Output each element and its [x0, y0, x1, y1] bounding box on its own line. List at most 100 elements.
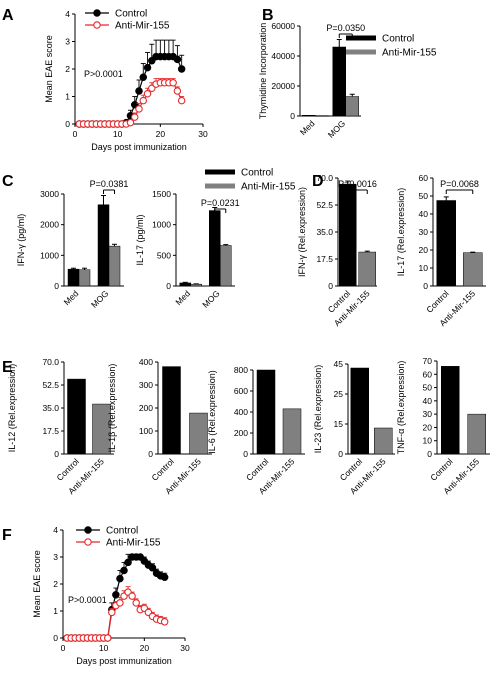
A-x-tick-label: 30: [198, 129, 208, 139]
data-point-anti-mir-155: [160, 618, 169, 626]
D2-y-tick-label: 10: [419, 263, 429, 273]
legend-marker: [93, 9, 101, 17]
bar-control: [350, 367, 369, 455]
data-point-anti-mir-155: [116, 599, 124, 607]
bar-anti-mir-155: [108, 245, 121, 287]
E4-y-tick-label: 15: [334, 419, 344, 429]
D2-y-tick-label: 40: [419, 209, 429, 219]
C2-p-value: P=0.0231: [201, 198, 240, 208]
F-p-value: P>0.0001: [68, 595, 107, 605]
D1-y-tick-label: 17.5: [316, 254, 333, 264]
data-point-anti-mir-155: [132, 599, 140, 607]
legend-label: Control: [115, 9, 147, 20]
data-point-control: [124, 558, 132, 567]
data-point-control: [135, 87, 143, 95]
D1-y-label: IFN-γ (Rel.expression): [297, 187, 307, 277]
C2-category-label: Med: [173, 288, 192, 307]
C1-y-tick-label: 3000: [40, 189, 59, 199]
bar-control: [436, 200, 456, 287]
bar-control: [332, 46, 346, 117]
legend-marker: [93, 21, 101, 29]
panel-label-a: A: [2, 7, 14, 24]
B-y-tick-label: 20000: [271, 81, 295, 91]
B-p-value: P=0.0350: [326, 23, 365, 33]
C1-y-label: IFN-γ (pg/ml): [16, 214, 26, 267]
C2-y-tick-label: 500: [157, 250, 171, 260]
bar-anti-mir-155: [92, 403, 111, 455]
D2-y-tick-label: 20: [419, 245, 429, 255]
E5-y-tick-label: 10: [423, 436, 433, 446]
C1-p-value: P=0.0381: [90, 179, 129, 189]
E5-y-tick-label: 20: [423, 422, 433, 432]
legend-swatch: [205, 183, 235, 189]
bar-anti-mir-155: [463, 252, 483, 287]
A-y-tick-label: 3: [65, 37, 70, 47]
data-point-anti-mir-155: [108, 608, 116, 617]
data-point-control: [173, 55, 182, 64]
F-y-tick-label: 0: [53, 633, 58, 643]
data-point-anti-mir-155: [169, 79, 177, 87]
data-point-anti-mir-155: [130, 113, 139, 121]
bar-control: [209, 210, 221, 287]
A-y-tick-label: 1: [65, 92, 70, 102]
legend-marker: [84, 538, 92, 546]
D2-y-tick-label: 0: [423, 281, 428, 291]
C2-category-label: MOG: [200, 288, 221, 309]
A-x-tick-label: 20: [156, 129, 166, 139]
data-point-anti-mir-155: [173, 87, 182, 95]
data-point-anti-mir-155: [126, 118, 135, 127]
E3-y-tick-label: 600: [234, 386, 248, 396]
A-y-tick-label: 0: [65, 119, 70, 129]
E5-y-tick-label: 40: [423, 396, 433, 406]
D2-y-tick-label: 30: [419, 227, 429, 237]
C1-category-label: MOG: [89, 288, 110, 309]
data-point-control: [177, 65, 186, 73]
D1-y-tick-label: 35.0: [316, 227, 333, 237]
F-y-tick-label: 1: [53, 606, 58, 616]
E5-y-tick-label: 60: [423, 369, 433, 379]
F-x-tick-label: 10: [99, 643, 109, 653]
legend-label: Control: [106, 526, 138, 537]
E5-y-tick-label: 50: [423, 383, 433, 393]
E3-y-tick-label: 400: [234, 407, 248, 417]
B-category-label: MOG: [326, 118, 347, 139]
C2-y-tick-label: 0: [166, 281, 171, 291]
E4-y-tick-label: 45: [334, 359, 344, 369]
data-point-control: [139, 73, 148, 82]
E1-y-tick-label: 35.0: [42, 403, 59, 413]
C2-y-label: IL-17 (pg/ml): [135, 214, 145, 265]
legend-label: Control: [382, 34, 414, 45]
data-point-control: [112, 591, 120, 599]
bar-anti-mir-155: [220, 245, 232, 287]
C2-y-tick-label: 1000: [152, 220, 171, 230]
bar-control: [97, 204, 110, 287]
E4-y-tick-label: 0: [338, 449, 343, 459]
bar-anti-mir-155: [78, 269, 91, 287]
E5-y-tick-label: 30: [423, 409, 433, 419]
A-y-label: Mean EAE score: [44, 35, 54, 103]
E4-y-label: IL-23 (Rel.expression): [313, 365, 323, 454]
data-point-anti-mir-155: [139, 96, 148, 105]
bar-control: [256, 369, 276, 455]
F-x-label: Days post immunization: [76, 656, 172, 666]
B-y-tick-label: 60000: [271, 21, 295, 31]
B-y-tick-label: 40000: [271, 51, 295, 61]
legend-label: Control: [241, 168, 273, 179]
bar-control: [162, 366, 181, 455]
bar-anti-mir-155: [467, 413, 486, 455]
C1-y-tick-label: 0: [54, 281, 59, 291]
bar-anti-mir-155: [345, 96, 359, 117]
C1-category-label: Med: [62, 288, 81, 307]
D1-y-tick-label: 52.5: [316, 200, 333, 210]
E3-y-tick-label: 200: [234, 428, 248, 438]
E3-y-label: IL-6 (Rel.expression): [207, 370, 217, 454]
bar-control: [179, 282, 191, 287]
A-x-label: Days post immunization: [91, 142, 187, 152]
legend-label: Anti-Mir-155: [241, 182, 296, 193]
F-y-tick-label: 4: [53, 525, 58, 535]
B-y-label: Thymidine Incorporation: [258, 23, 268, 120]
E2-y-tick-label: 0: [148, 449, 153, 459]
data-point-control: [116, 574, 124, 583]
E5-y-label: TNF-α (Rel.expression): [396, 361, 406, 455]
